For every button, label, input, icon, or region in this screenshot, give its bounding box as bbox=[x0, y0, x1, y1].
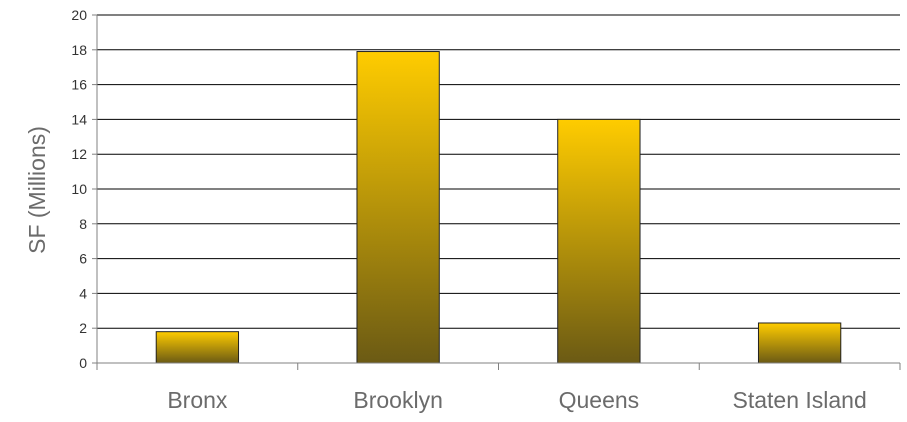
labels: 0 2 4 6 8 10 12 14 16 18 20 Bronx Brooklyn Queens Stat… bbox=[71, 7, 866, 413]
y-tick-label: 10 bbox=[71, 181, 87, 197]
y-tick-label: 16 bbox=[71, 77, 87, 93]
y-tick-label: 14 bbox=[71, 111, 87, 127]
gridlines bbox=[97, 14, 900, 329]
x-category-label: Queens bbox=[559, 387, 640, 413]
y-axis-title: SF (Millions) bbox=[24, 126, 50, 254]
y-tick-label: 12 bbox=[71, 146, 87, 162]
x-category-label: Brooklyn bbox=[353, 387, 442, 413]
axes bbox=[92, 14, 901, 370]
y-tick-label: 20 bbox=[71, 7, 87, 23]
x-category-label: Bronx bbox=[167, 387, 228, 413]
y-tick-label: 8 bbox=[79, 216, 87, 232]
bar-brooklyn bbox=[356, 51, 440, 364]
bar-staten-island bbox=[757, 322, 842, 364]
bars bbox=[155, 51, 842, 364]
y-tick-label: 0 bbox=[79, 355, 87, 371]
bar-bronx bbox=[155, 331, 240, 364]
y-tick-label: 4 bbox=[79, 285, 87, 301]
bar-queens bbox=[557, 118, 641, 364]
x-category-label: Staten Island bbox=[732, 387, 866, 413]
y-tick-label: 2 bbox=[79, 320, 87, 336]
y-tick-label: 18 bbox=[71, 42, 87, 58]
y-tick-label: 6 bbox=[79, 251, 87, 267]
